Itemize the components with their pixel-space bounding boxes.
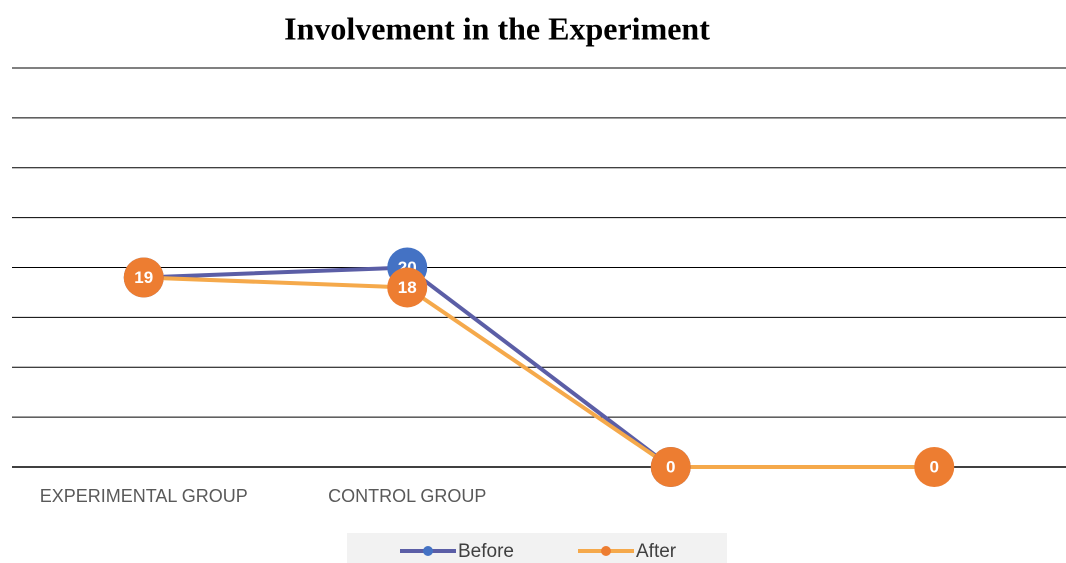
x-tick-label: EXPERIMENTAL GROUP xyxy=(40,486,248,506)
legend-label: Before xyxy=(458,541,514,562)
x-tick-label: CONTROL GROUP xyxy=(328,486,486,506)
data-label: 0 xyxy=(930,457,939,476)
data-label: 18 xyxy=(398,278,417,297)
point-marker xyxy=(387,267,428,308)
legend-marker xyxy=(601,546,611,556)
series-line xyxy=(143,275,935,469)
legend-box xyxy=(347,533,727,563)
data-label: 0 xyxy=(666,457,675,476)
data-label: 19 xyxy=(134,268,153,287)
point-marker xyxy=(123,257,164,298)
point-marker xyxy=(650,447,691,487)
point-marker xyxy=(914,447,955,487)
legend-label: After xyxy=(636,541,677,562)
chart-title: Involvement in the Experiment xyxy=(284,10,710,46)
legend-marker xyxy=(423,546,433,556)
